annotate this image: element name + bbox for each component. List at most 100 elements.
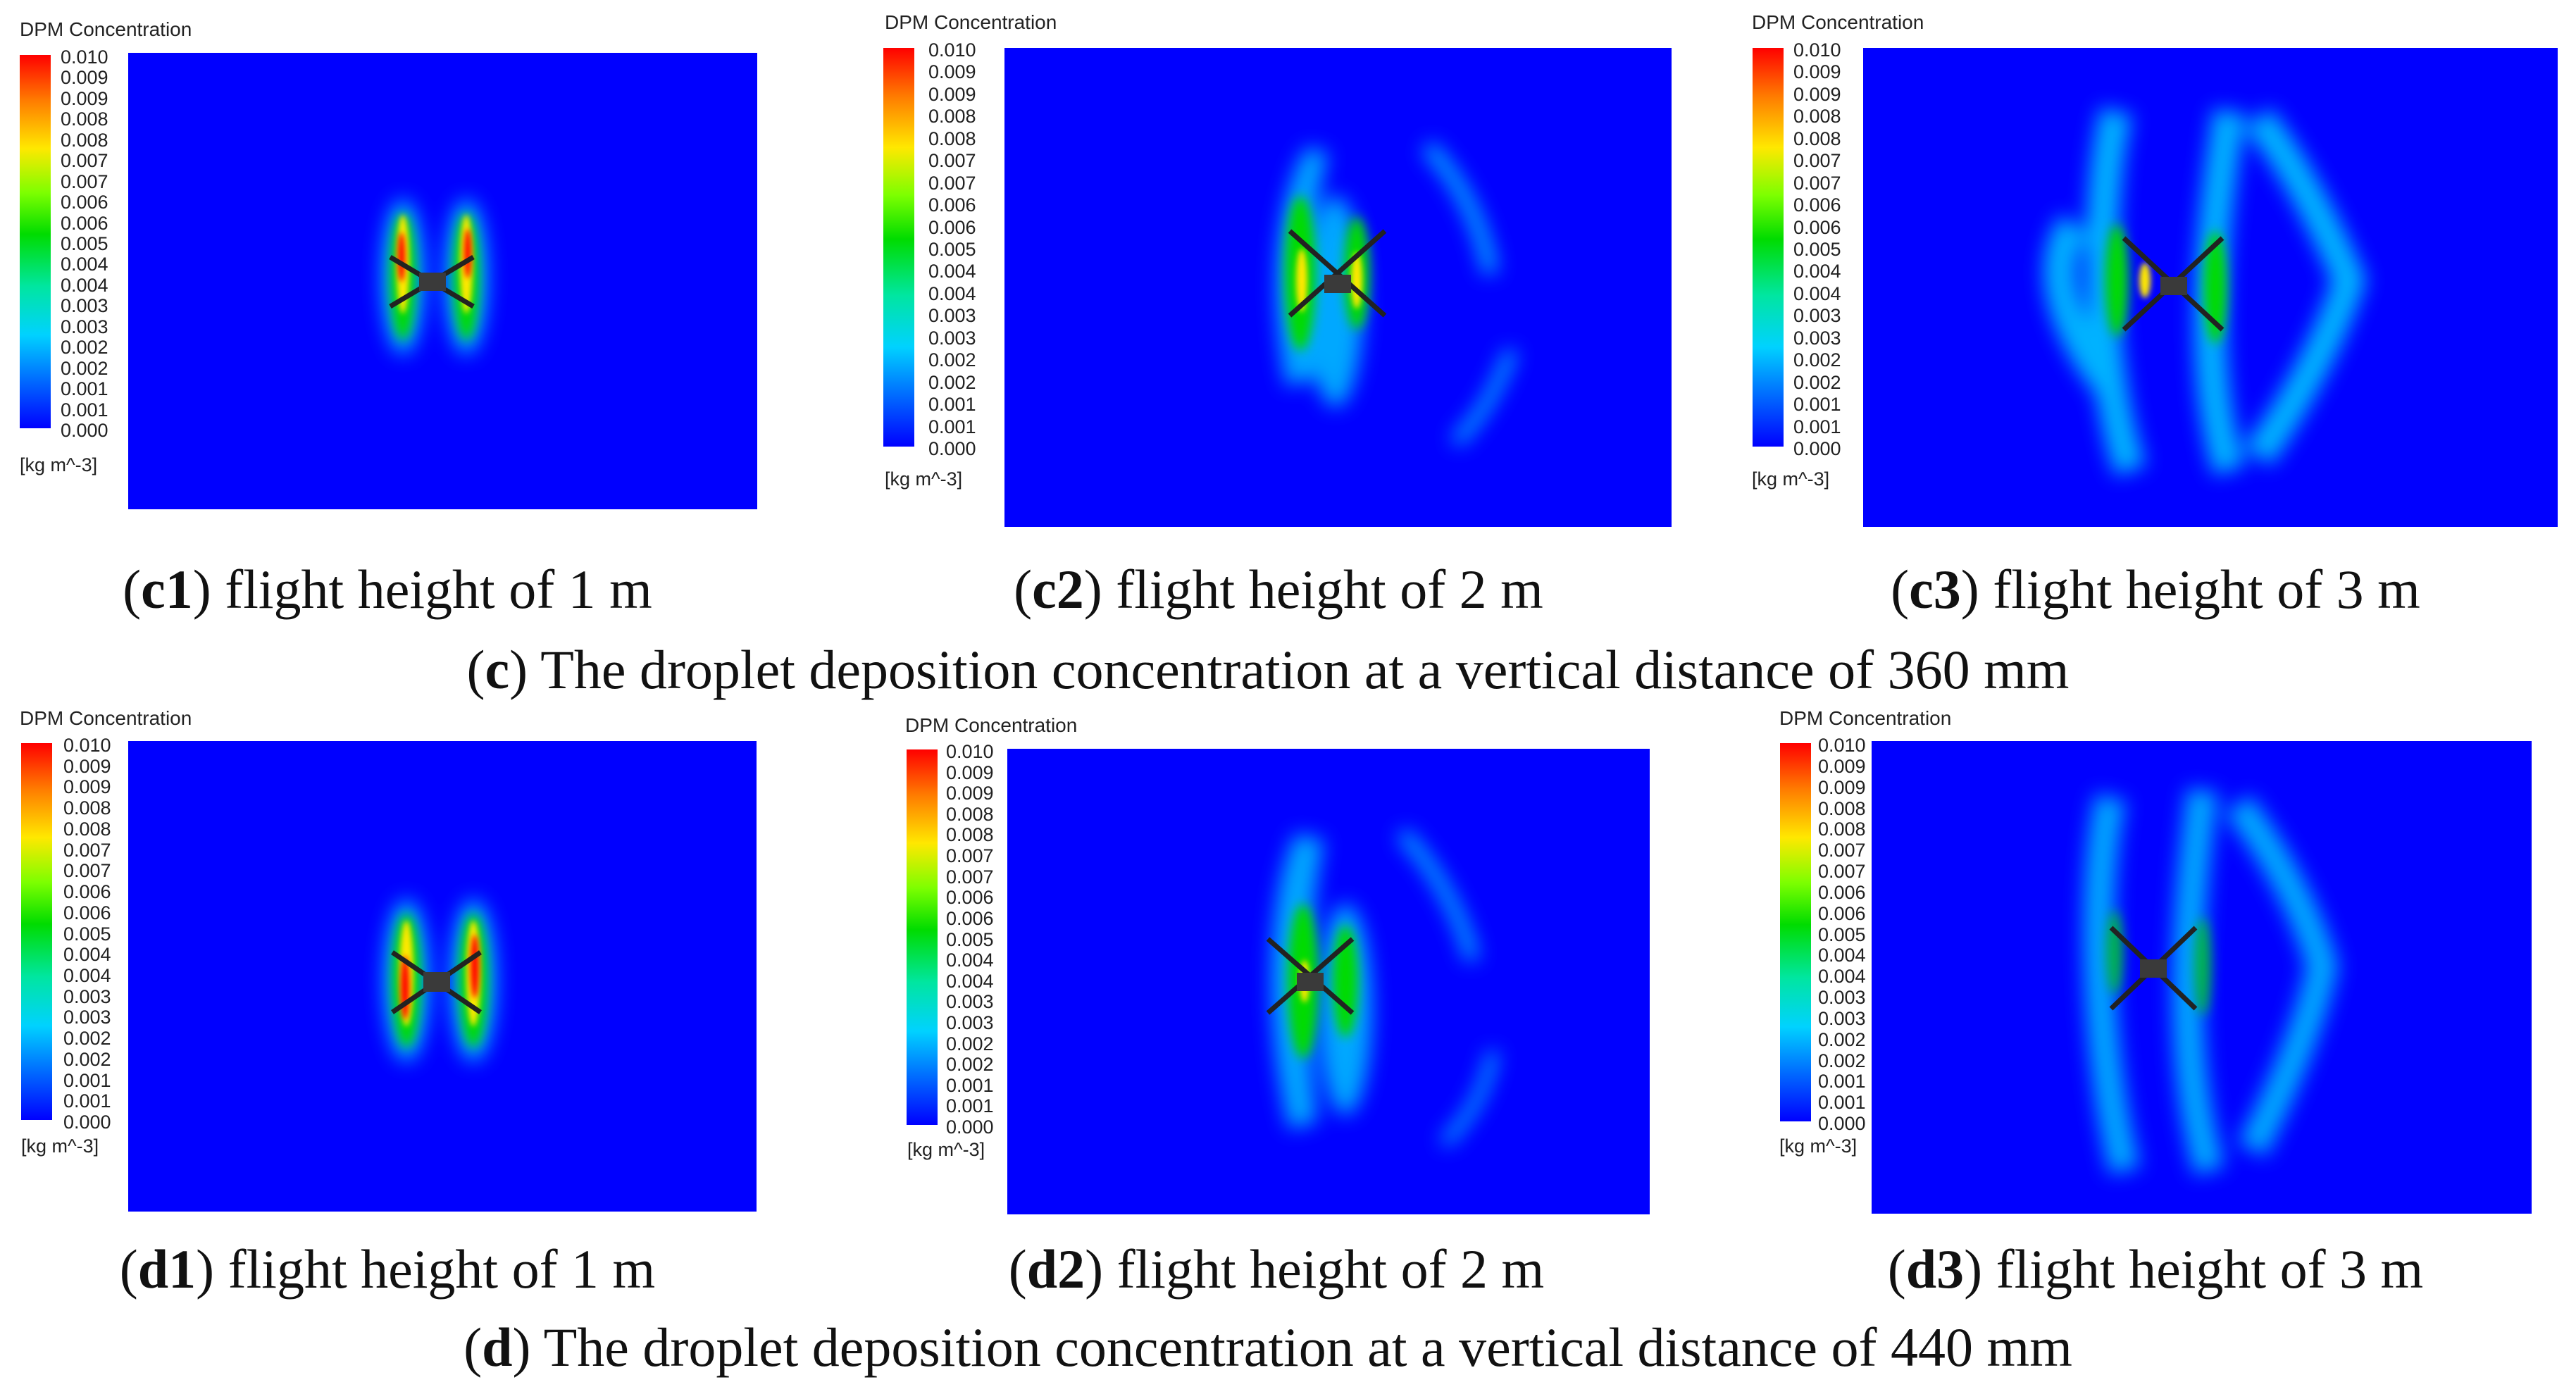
colorbar-tick-label: 0.007 (1793, 172, 1841, 194)
colorbar-tick-label: 0.009 (946, 783, 994, 804)
colorbar-unit: [kg m^-3] (885, 468, 963, 490)
colorbar-tick-label: 0.001 (1818, 1071, 1866, 1093)
colorbar-tick-label: 0.009 (63, 755, 111, 777)
panel-caption-c3: (c3) flight height of 3 m (1891, 559, 2420, 620)
colorbar-tick-label: 0.002 (1793, 371, 1841, 393)
colorbar-tick-label: 0.001 (1793, 416, 1841, 437)
colorbar-tick-label: 0.009 (928, 61, 976, 83)
colorbar-tick-label: 0.008 (928, 127, 976, 149)
colorbar-tick-label: 0.008 (63, 797, 111, 819)
colorbar (883, 48, 914, 447)
colorbar-tick-label: 0.003 (1793, 327, 1841, 349)
colorbar-tick-label: 0.003 (61, 295, 108, 317)
contour-plot-c2 (1004, 48, 1672, 527)
colorbar (21, 743, 52, 1120)
colorbar-title: DPM Concentration (905, 714, 1078, 736)
colorbar-tick-label: 0.006 (63, 881, 111, 903)
colorbar-tick-label: 0.004 (946, 950, 994, 971)
colorbar (1780, 743, 1811, 1121)
colorbar-tick-label: 0.001 (1793, 394, 1841, 416)
colorbar-tick-label: 0.003 (61, 316, 108, 337)
group-caption-c: (c) The droplet deposition concentration… (466, 639, 2070, 700)
colorbar-tick-label: 0.006 (946, 887, 994, 909)
colorbar-tick-label: 0.004 (63, 944, 111, 966)
colorbar-tick-label: 0.003 (1818, 1007, 1866, 1029)
colorbar-tick-label: 0.006 (1818, 881, 1866, 903)
colorbar-tick-label: 0.009 (928, 83, 976, 105)
colorbar-tick-label: 0.002 (61, 337, 108, 359)
colorbar-tick-label: 0.009 (61, 67, 108, 89)
colorbar-tick-label: 0.006 (946, 907, 994, 929)
colorbar-tick-label: 0.000 (928, 438, 976, 459)
colorbar-tick-label: 0.009 (1818, 755, 1866, 777)
colorbar-tick-label: 0.005 (1818, 923, 1866, 945)
colorbar-tick-label: 0.001 (928, 394, 976, 416)
colorbar (20, 55, 51, 428)
colorbar-tick-label: 0.001 (1818, 1092, 1866, 1114)
colorbar-tick-label: 0.002 (1818, 1050, 1866, 1071)
contour-plot-c1 (128, 53, 757, 509)
colorbar-tick-label: 0.003 (63, 1007, 111, 1028)
colorbar-tick-label: 0.007 (63, 839, 111, 861)
colorbar-tick-label: 0.004 (1793, 261, 1841, 282)
colorbar-tick-label: 0.009 (1818, 776, 1866, 798)
colorbar-tick-label: 0.001 (63, 1069, 111, 1091)
colorbar-tick-label: 0.005 (928, 239, 976, 260)
colorbar-tick-label: 0.004 (1818, 966, 1866, 988)
colorbar-tick-label: 0.008 (1818, 819, 1866, 840)
colorbar-tick-label: 0.002 (63, 1048, 111, 1070)
colorbar-tick-label: 0.009 (61, 87, 108, 109)
colorbar-unit: [kg m^-3] (21, 1135, 99, 1157)
colorbar-tick-label: 0.004 (61, 254, 108, 275)
panel-caption-c1: (c1) flight height of 1 m (123, 559, 652, 620)
colorbar-tick-label: 0.003 (928, 305, 976, 327)
colorbar-tick-label: 0.002 (928, 349, 976, 371)
panel-caption-c2: (c2) flight height of 2 m (1014, 559, 1543, 620)
colorbar-tick-label: 0.010 (928, 39, 976, 61)
colorbar-title: DPM Concentration (1752, 11, 1924, 33)
colorbar-unit: [kg m^-3] (1752, 468, 1830, 490)
colorbar-tick-label: 0.001 (61, 399, 108, 421)
colorbar-tick-label: 0.006 (61, 192, 108, 213)
colorbar-tick-label: 0.006 (1793, 216, 1841, 238)
colorbar-tick-label: 0.002 (946, 1054, 994, 1076)
colorbar-tick-label: 0.004 (928, 261, 976, 282)
colorbar-tick-label: 0.007 (946, 866, 994, 888)
colorbar-tick-label: 0.007 (61, 150, 108, 172)
colorbar-tick-label: 0.000 (63, 1112, 111, 1133)
colorbar-tick-label: 0.007 (61, 170, 108, 192)
colorbar-tick-label: 0.003 (946, 991, 994, 1013)
colorbar-tick-label: 0.001 (946, 1074, 994, 1096)
colorbar-tick-label: 0.008 (1793, 127, 1841, 149)
colorbar (1753, 48, 1784, 447)
colorbar-tick-label: 0.009 (1793, 83, 1841, 105)
colorbar-tick-label: 0.002 (1818, 1028, 1866, 1050)
colorbar-tick-label: 0.006 (1818, 902, 1866, 924)
colorbar-tick-label: 0.005 (61, 233, 108, 254)
colorbar-unit: [kg m^-3] (907, 1139, 985, 1160)
colorbar-tick-label: 0.004 (928, 282, 976, 304)
colorbar-tick-label: 0.006 (928, 194, 976, 216)
colorbar-tick-label: 0.001 (928, 416, 976, 437)
colorbar-tick-label: 0.007 (1818, 840, 1866, 861)
contour-plot-c3 (1863, 48, 2558, 527)
colorbar-tick-label: 0.004 (1818, 945, 1866, 966)
colorbar-tick-label: 0.005 (63, 923, 111, 945)
colorbar-tick-label: 0.008 (1818, 797, 1866, 819)
colorbar-tick-label: 0.006 (1793, 194, 1841, 216)
colorbar-tick-label: 0.000 (1818, 1113, 1866, 1134)
colorbar-unit: [kg m^-3] (20, 454, 98, 475)
colorbar-tick-label: 0.000 (946, 1116, 994, 1138)
colorbar-tick-label: 0.008 (61, 129, 108, 151)
group-caption-d: (d) The droplet deposition concentration… (463, 1317, 2072, 1378)
panel-caption-d2: (d2) flight height of 2 m (1008, 1238, 1545, 1300)
colorbar-tick-label: 0.008 (928, 106, 976, 127)
colorbar-tick-label: 0.005 (946, 928, 994, 950)
colorbar-tick-label: 0.006 (61, 212, 108, 234)
colorbar-tick-label: 0.009 (63, 776, 111, 798)
colorbar-tick-label: 0.007 (928, 172, 976, 194)
colorbar-tick-label: 0.004 (63, 964, 111, 986)
colorbar-tick-label: 0.010 (946, 741, 994, 762)
colorbar-unit: [kg m^-3] (1779, 1135, 1858, 1157)
colorbar-tick-label: 0.004 (61, 274, 108, 296)
